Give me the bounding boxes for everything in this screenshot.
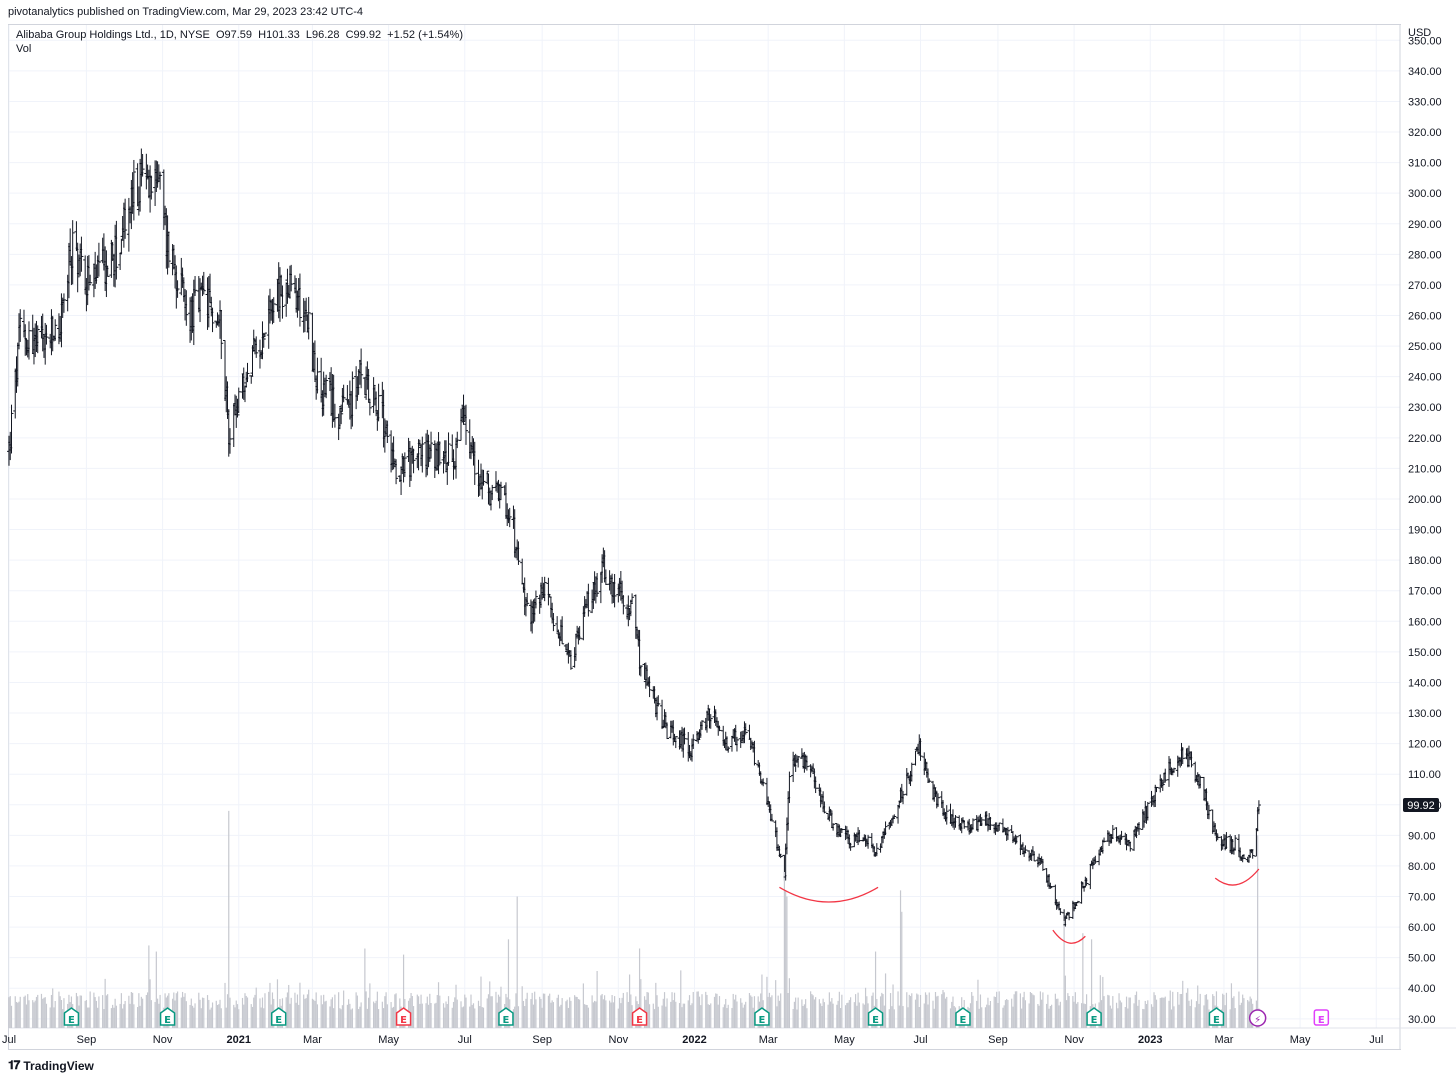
y-tick-label: 80.00: [1408, 861, 1436, 873]
x-tick-label: Sep: [532, 1034, 552, 1046]
earnings-label: E: [1213, 1015, 1220, 1026]
earnings-label: E: [759, 1015, 766, 1026]
earnings-icon[interactable]: [754, 1007, 770, 1026]
y-tick-label: 350.00: [1408, 35, 1442, 47]
x-tick-label: May: [378, 1034, 399, 1046]
y-tick-label: 140.00: [1408, 677, 1442, 689]
earnings-upcoming-icon[interactable]: [1313, 1009, 1330, 1026]
x-tick-label: Jul: [1369, 1034, 1383, 1046]
earnings-label: E: [872, 1015, 879, 1026]
x-tick-label: Sep: [77, 1034, 97, 1046]
earnings-icon[interactable]: [395, 1007, 412, 1026]
y-tick-label: 280.00: [1408, 249, 1442, 261]
x-tick-label: Mar: [1214, 1034, 1233, 1046]
y-tick-label: 130.00: [1408, 708, 1442, 720]
x-tick-label: 2022: [682, 1034, 706, 1046]
x-tick-label: Sep: [988, 1034, 1008, 1046]
earnings-icon[interactable]: [955, 1007, 971, 1026]
y-tick-label: 330.00: [1408, 96, 1442, 108]
earnings-label: ⚡: [1254, 1015, 1261, 1026]
y-tick-label: 30.00: [1408, 1014, 1436, 1026]
symbol-legend[interactable]: Alibaba Group Holdings Ltd., 1D, NYSE O9…: [16, 29, 464, 41]
earnings-icon[interactable]: [63, 1007, 80, 1026]
y-tick-label: 90.00: [1408, 830, 1436, 842]
earnings-icon[interactable]: [159, 1007, 176, 1026]
earnings-label: E: [164, 1015, 171, 1026]
tradingview-logo-icon: 𝟏𝟕: [8, 1058, 20, 1072]
x-tick-label: 2021: [227, 1034, 251, 1046]
earnings-label: E: [1318, 1015, 1325, 1026]
x-tick-label: May: [834, 1034, 855, 1046]
x-tick-label: Mar: [759, 1034, 778, 1046]
y-tick-label: 290.00: [1408, 219, 1442, 231]
currency-label: USD: [1408, 27, 1431, 39]
earnings-label: E: [503, 1015, 510, 1026]
x-tick-label: Jul: [2, 1034, 16, 1046]
annotation-arc[interactable]: [1214, 868, 1260, 886]
y-tick-label: 190.00: [1408, 525, 1442, 537]
x-tick-label: Nov: [153, 1034, 173, 1046]
y-tick-label: 200.00: [1408, 494, 1442, 506]
last-price-label: 99.92: [1407, 800, 1435, 812]
earnings-label: E: [68, 1015, 75, 1026]
y-tick-label: 40.00: [1408, 983, 1436, 995]
y-tick-label: 210.00: [1408, 463, 1442, 475]
y-tick-label: 250.00: [1408, 341, 1442, 353]
event-lightning-icon[interactable]: [1248, 1009, 1267, 1027]
earnings-icon[interactable]: [867, 1007, 884, 1026]
y-tick-label: 240.00: [1408, 372, 1442, 384]
y-tick-label: 160.00: [1408, 616, 1442, 628]
y-tick-label: 340.00: [1408, 66, 1442, 78]
y-tick-label: 300.00: [1408, 188, 1442, 200]
y-tick-label: 150.00: [1408, 647, 1442, 659]
x-tick-label: Jul: [913, 1034, 927, 1046]
earnings-label: E: [275, 1015, 282, 1026]
footer: 𝟏𝟕 TradingView: [8, 1058, 94, 1073]
x-tick-label: May: [1290, 1034, 1311, 1046]
earnings-icon[interactable]: [1208, 1007, 1225, 1026]
earnings-label: E: [400, 1015, 407, 1026]
annotation-arc[interactable]: [779, 886, 879, 903]
y-tick-label: 230.00: [1408, 402, 1442, 414]
volume-legend[interactable]: Vol: [16, 43, 32, 55]
y-tick-label: 70.00: [1408, 892, 1436, 904]
earnings-icon[interactable]: [270, 1007, 287, 1026]
earnings-label: E: [960, 1015, 967, 1026]
x-tick-label: Mar: [303, 1034, 322, 1046]
y-tick-label: 180.00: [1408, 555, 1442, 567]
x-tick-label: 2023: [1138, 1034, 1162, 1046]
last-price-tag: [1403, 798, 1439, 813]
x-tick-label: Nov: [609, 1034, 629, 1046]
y-tick-label: 110.00: [1408, 769, 1441, 781]
x-tick-label: Jul: [458, 1034, 472, 1046]
earnings-label: E: [1091, 1015, 1098, 1026]
annotation-arc[interactable]: [1052, 929, 1086, 944]
y-tick-label: 260.00: [1408, 311, 1442, 323]
earnings-icon[interactable]: [631, 1007, 648, 1026]
y-tick-label: 220.00: [1408, 433, 1442, 445]
y-tick-label: 60.00: [1408, 922, 1436, 934]
y-tick-label: 320.00: [1408, 127, 1442, 139]
y-tick-label: 310.00: [1408, 158, 1442, 170]
earnings-label: E: [636, 1015, 643, 1026]
x-tick-label: Nov: [1064, 1034, 1084, 1046]
earnings-icon[interactable]: [1086, 1007, 1102, 1026]
y-tick-label: 270.00: [1408, 280, 1442, 292]
y-tick-label: 50.00: [1408, 953, 1436, 965]
y-tick-label: 170.00: [1408, 586, 1442, 598]
tradingview-brand: TradingView: [23, 1058, 94, 1073]
publish-line: pivotanalytics published on TradingView.…: [8, 6, 364, 18]
y-tick-label: 120.00: [1408, 739, 1442, 751]
earnings-icon[interactable]: [498, 1007, 514, 1026]
